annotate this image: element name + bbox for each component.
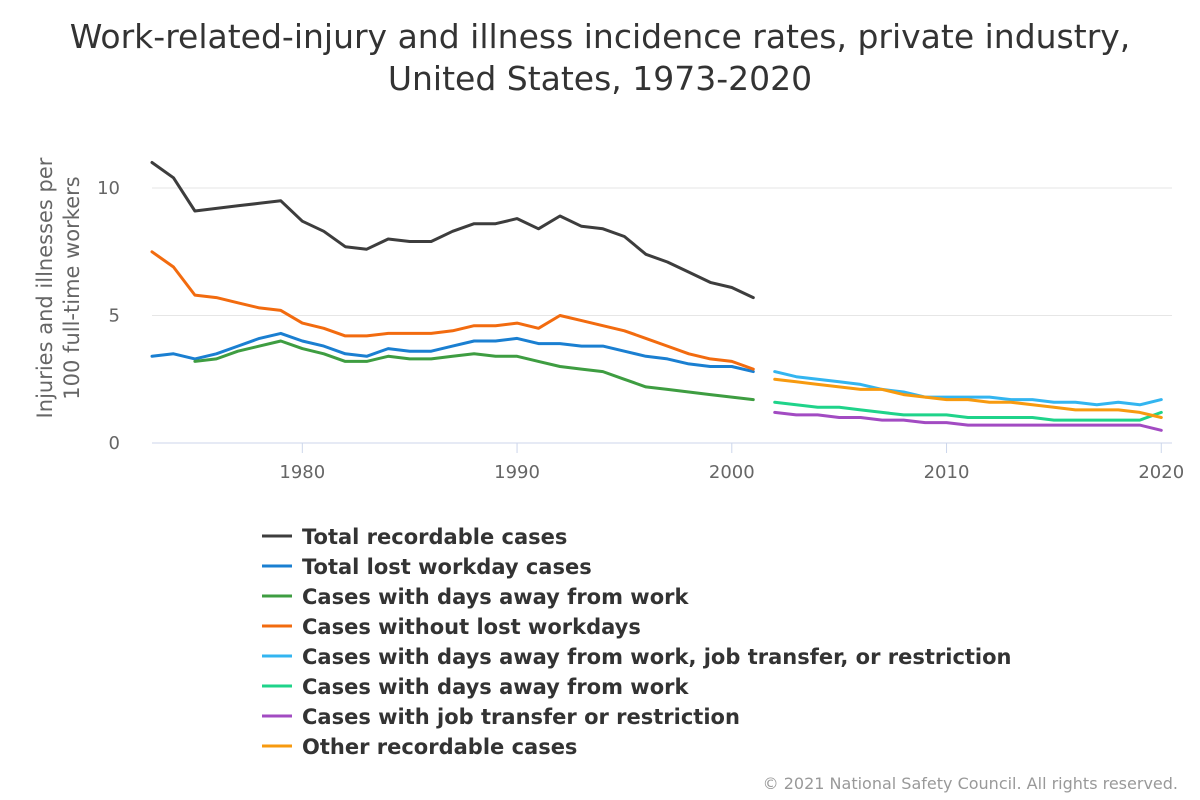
x-tick-label-1980: 1980 [279, 462, 325, 483]
y-axis-title: Injuries and illnesses per 100 full-time… [33, 157, 84, 418]
x-tick-label-2000: 2000 [709, 462, 755, 483]
legend-label-2: Total lost workday cases [302, 555, 592, 579]
legend-item-7[interactable]: Cases with job transfer or restriction [262, 705, 740, 729]
chart-title-line-1: Work-related-injury and illness incidenc… [70, 17, 1131, 56]
legend-label-8: Other recordable cases [302, 735, 577, 759]
legend-item-4[interactable]: Cases without lost workdays [262, 615, 641, 639]
legend-item-6[interactable]: Cases with days away from work [262, 675, 689, 699]
plot-series [150, 161, 1163, 432]
series-line-7[interactable] [773, 410, 1163, 432]
legend-label-7: Cases with job transfer or restriction [302, 705, 740, 729]
series-line-3[interactable] [193, 339, 755, 402]
axes: 0 5 10 1980 1990 2000 2010 2020 [97, 178, 1184, 483]
legend-label-1: Total recordable cases [302, 525, 567, 549]
legend-label-5: Cases with days away from work, job tran… [302, 645, 1012, 669]
chart-title-line-2: United States, 1973-2020 [388, 59, 812, 98]
series-line-5[interactable] [773, 370, 1163, 407]
y-tick-label-5: 5 [109, 306, 120, 327]
series-line-1[interactable] [150, 161, 755, 300]
series-line-6[interactable] [773, 400, 1163, 422]
y-axis-title-line-1: Injuries and illnesses per [33, 157, 57, 418]
legend: Total recordable cases Total lost workday… [262, 525, 1012, 759]
y-tick-label-0: 0 [109, 433, 120, 454]
series-line-8[interactable] [773, 377, 1163, 419]
gridlines [152, 187, 1172, 316]
series-line-2[interactable] [150, 331, 755, 374]
legend-item-2[interactable]: Total lost workday cases [262, 555, 592, 579]
legend-label-4: Cases without lost workdays [302, 615, 641, 639]
legend-item-3[interactable]: Cases with days away from work [262, 585, 689, 609]
x-tick-label-1990: 1990 [494, 462, 540, 483]
legend-item-8[interactable]: Other recordable cases [262, 735, 577, 759]
legend-item-1[interactable]: Total recordable cases [262, 525, 567, 549]
legend-item-5[interactable]: Cases with days away from work, job tran… [262, 645, 1012, 669]
y-tick-label-10: 10 [97, 178, 120, 199]
legend-label-3: Cases with days away from work [302, 585, 689, 609]
y-axis-title-line-2: 100 full-time workers [60, 176, 84, 399]
legend-label-6: Cases with days away from work [302, 675, 689, 699]
copyright-credit: © 2021 National Safety Council. All righ… [763, 774, 1178, 793]
x-tick-label-2010: 2010 [924, 462, 970, 483]
x-tick-label-2020: 2020 [1138, 462, 1184, 483]
series-line-4[interactable] [150, 250, 755, 371]
chart-title: Work-related-injury and illness incidenc… [70, 17, 1131, 98]
